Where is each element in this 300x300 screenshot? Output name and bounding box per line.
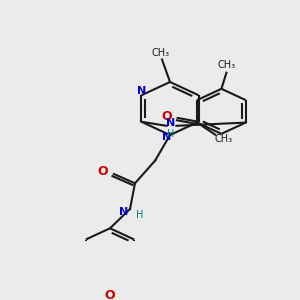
Text: N: N (166, 118, 175, 128)
Text: N: N (162, 132, 172, 142)
Text: N: N (119, 207, 129, 217)
Text: CH₃: CH₃ (218, 60, 236, 70)
Text: H: H (167, 129, 174, 139)
Text: O: O (105, 289, 115, 300)
Text: H: H (136, 210, 144, 220)
Text: CH₃: CH₃ (214, 134, 232, 144)
Text: O: O (98, 165, 108, 178)
Text: N: N (137, 86, 146, 96)
Text: CH₃: CH₃ (152, 48, 170, 58)
Text: O: O (161, 110, 172, 123)
